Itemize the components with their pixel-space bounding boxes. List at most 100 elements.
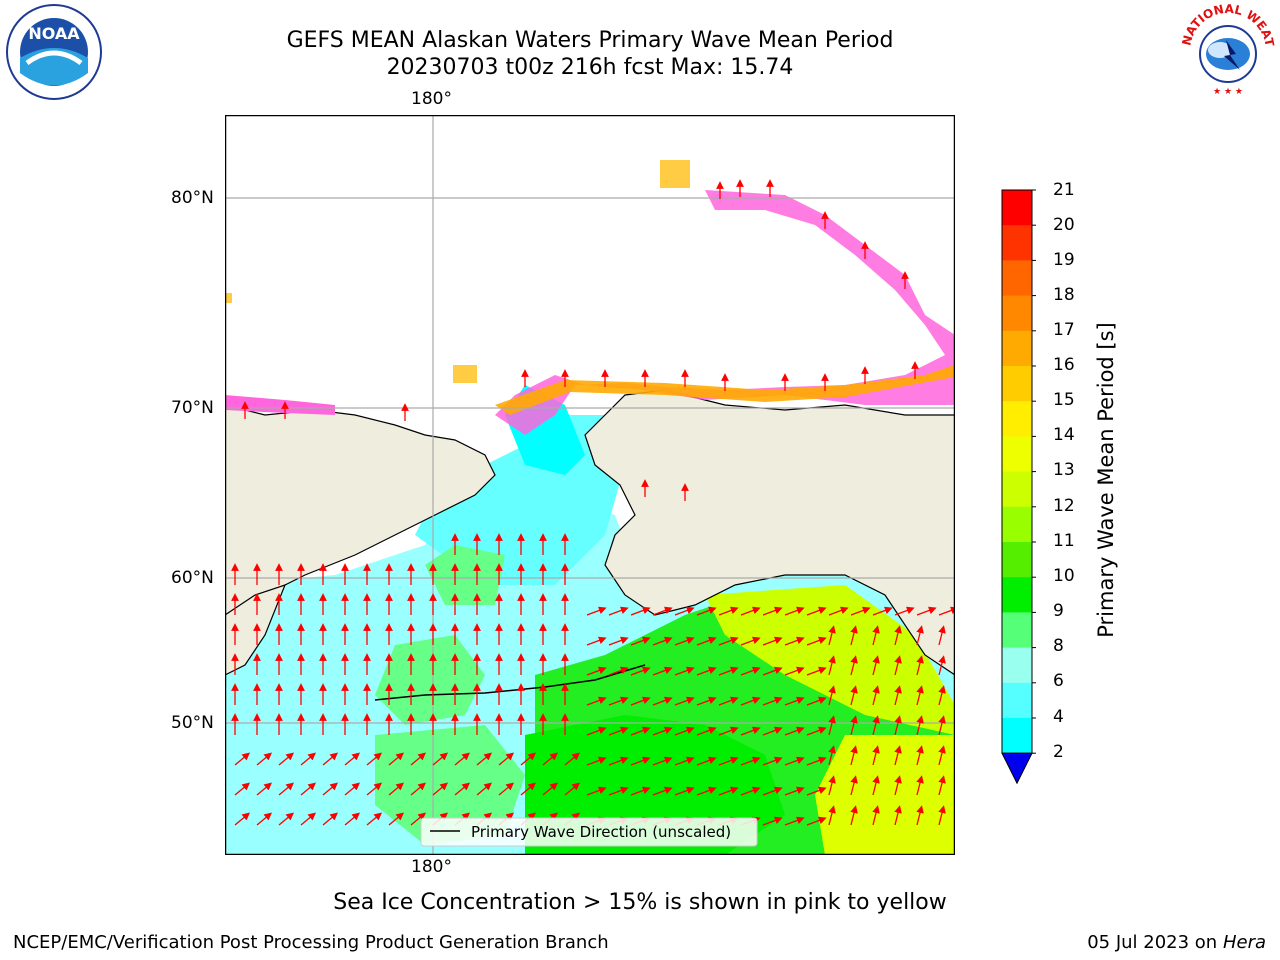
wave-arrow [740, 726, 761, 736]
wave-arrow [872, 685, 880, 706]
wave-arrow [608, 636, 629, 646]
wave-arrow [718, 606, 739, 616]
wave-arrow [806, 786, 827, 796]
colorbar-band [1002, 612, 1032, 649]
wave-arrow [894, 655, 902, 676]
colorbar-tick: 11 [1053, 531, 1075, 551]
wave-arrow [234, 812, 250, 826]
wave-arrow [850, 805, 858, 826]
wave-arrow [674, 606, 695, 616]
wave-arrow [608, 726, 629, 736]
wave-arrow [432, 752, 448, 766]
footer-machine: Hera [1222, 932, 1266, 953]
wave-arrow [894, 745, 902, 766]
wave-arrow [278, 812, 294, 826]
wave-arrow [674, 636, 695, 646]
wave-arrow [586, 756, 607, 766]
wave-arrow [938, 745, 946, 766]
wave-arrow [674, 786, 695, 796]
wave-arrow [388, 782, 404, 796]
wave-arrow [938, 775, 946, 796]
wave-arrow [938, 715, 946, 736]
wave-arrow [806, 666, 827, 676]
wave-arrow [696, 756, 717, 766]
land-alaska [584, 389, 955, 676]
wave-arrow [762, 726, 783, 736]
wave-arrow [828, 655, 836, 676]
wave-arrow [256, 812, 272, 826]
colorbar-band [1002, 225, 1032, 261]
ice-patch-west [225, 293, 232, 303]
wave-arrow [718, 756, 739, 766]
wave-arrow [234, 752, 250, 766]
wave-arrow [740, 756, 761, 766]
colorbar-band [1002, 366, 1032, 402]
wave-arrow [850, 625, 858, 646]
wave-arrow [784, 726, 805, 736]
colorbar-band [1002, 401, 1032, 437]
footer-date-text: 05 Jul 2023 on [1087, 932, 1218, 953]
colorbar-tick: 4 [1053, 707, 1064, 727]
colorbar-band [1002, 647, 1032, 684]
wave-arrow [454, 752, 470, 766]
wave-arrow [564, 752, 580, 766]
wave-arrow [498, 752, 514, 766]
wave-arrow [762, 666, 783, 676]
wave-arrow [718, 666, 739, 676]
wave-arrow [872, 606, 893, 616]
wave-arrow [630, 606, 651, 616]
colorbar-tick: 13 [1053, 460, 1075, 480]
wave-arrow [476, 782, 492, 796]
wave-arrow [872, 775, 880, 796]
lat-label-80: 80°N [171, 188, 214, 208]
colorbar-tick: 8 [1053, 636, 1064, 656]
wave-arrow [652, 606, 673, 616]
wave-arrow [850, 775, 858, 796]
chart-subtitle: 20230703 t00z 216h fcst Max: 15.74 [386, 55, 794, 80]
wave-arrow [894, 715, 902, 736]
wave-arrow [784, 816, 805, 826]
wave-arrow [828, 805, 836, 826]
wave-arrow [278, 782, 294, 796]
wave-arrow [674, 756, 695, 766]
wave-arrow [916, 775, 924, 796]
map-panel: Primary Wave Direction (unscaled) [224, 114, 956, 856]
svg-text:★ ★ ★: ★ ★ ★ [1213, 87, 1243, 97]
noaa-logo: NOAA [5, 3, 103, 101]
colorbar-tick: 17 [1053, 320, 1075, 340]
colorbar-tick: 15 [1053, 390, 1075, 410]
wave-arrow [256, 752, 272, 766]
land-russia [225, 404, 496, 616]
wave-arrow [586, 606, 607, 616]
wave-arrow [630, 786, 651, 796]
colorbar-tick: 12 [1053, 496, 1075, 516]
wave-arrow [234, 782, 250, 796]
wave-arrow [630, 666, 651, 676]
wave-arrow [850, 715, 858, 736]
wave-arrow [586, 666, 607, 676]
wave-arrow [806, 816, 827, 826]
lon-label-top: 180° [411, 89, 452, 109]
colorbar-tick: 2 [1053, 742, 1064, 762]
chart-title: GEFS MEAN Alaskan Waters Primary Wave Me… [286, 28, 894, 53]
wave-arrow [850, 685, 858, 706]
wave-arrow [784, 756, 805, 766]
wave-arrow [696, 636, 717, 646]
wave-arrow [300, 752, 316, 766]
footer-date: 05 Jul 2023 on Hera [1087, 932, 1266, 953]
wave-arrow [366, 812, 382, 826]
wave-arrow [938, 685, 946, 706]
wave-arrow [696, 606, 717, 616]
wave-arrow [828, 745, 836, 766]
wave-arrow [784, 606, 805, 616]
wave-arrow [608, 786, 629, 796]
wave-arrow [256, 782, 272, 796]
nws-logo: NATIONAL WEATHER SERVICE ★ ★ ★ [1173, 0, 1278, 100]
wave-arrow [586, 726, 607, 736]
footer-credit: NCEP/EMC/Verification Post Processing Pr… [13, 932, 609, 953]
colorbar-band [1002, 190, 1032, 226]
wave-arrow [674, 696, 695, 706]
wave-arrow [762, 696, 783, 706]
wave-arrow [674, 666, 695, 676]
aleutian-islands [374, 664, 646, 701]
